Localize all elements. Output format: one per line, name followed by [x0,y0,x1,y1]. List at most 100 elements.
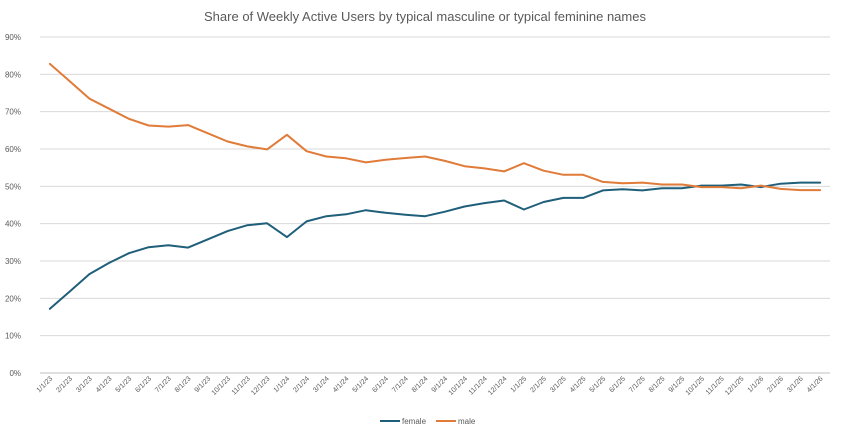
y-tick-label: 0% [9,369,21,378]
data-point-female [384,212,387,214]
data-point-female [187,246,189,249]
x-tick-label: 3/1/23 [75,375,94,394]
x-tick-label: 5/1/25 [589,375,608,394]
x-tick-label: 7/1/24 [391,375,410,394]
series [48,62,822,310]
x-tick-label: 9/1/25 [668,375,687,394]
data-point-male [88,97,91,100]
series-line-female [48,181,822,310]
data-point-male [404,157,407,159]
chart-title: Share of Weekly Active Users by typical … [204,9,646,24]
data-point-male [602,181,604,183]
data-point-female [404,213,407,216]
x-tick-label: 2/1/23 [55,375,74,394]
data-point-female [562,197,565,199]
data-point-female [779,182,782,185]
x-tick-label: 1/1/26 [747,375,766,394]
x-tick-label: 12/1/25 [724,375,746,397]
data-point-female [286,236,288,238]
x-tick-label: 10/1/24 [448,375,470,397]
data-point-female [463,205,466,208]
data-point-female [128,252,130,254]
data-point-male [661,183,663,186]
data-point-male [779,188,782,190]
x-tick-label: 8/1/25 [648,375,667,394]
data-point-male [345,157,347,160]
x-tick-label: 2/1/26 [766,375,785,394]
x-tick-label: 12/1/23 [250,375,272,397]
y-tick-label: 10% [5,332,21,341]
x-tick-label: 7/1/23 [154,375,173,394]
data-point-male [187,124,189,126]
x-tick-label: 11/1/23 [231,375,252,396]
y-tick-label: 50% [5,182,21,191]
x-tick-label: 1/1/24 [273,375,292,394]
data-point-female [740,183,742,186]
x-tick-label: 2/1/25 [529,375,548,394]
data-point-female [325,215,328,217]
data-point-female [602,189,604,192]
data-point-male [305,150,308,153]
x-tick-label: 8/1/24 [411,375,430,394]
data-point-male [641,181,644,184]
y-tick-label: 30% [5,257,21,266]
data-point-female [444,210,446,213]
data-point-female [799,181,802,184]
x-tick-label: 1/1/23 [36,375,55,394]
data-point-female [483,202,486,204]
y-tick-label: 70% [5,108,21,117]
data-point-male [621,182,624,185]
x-tick-label: 10/1/23 [211,375,233,397]
data-point-male [542,169,545,172]
data-point-female [523,208,525,211]
y-axis-ticks: 0% 10% 20% 30% 40% 50% 60% 70% 80% 90% [5,33,21,378]
x-tick-label: 3/1/25 [549,375,568,394]
x-tick-label: 3/1/26 [786,375,805,394]
data-point-male [49,63,51,65]
data-point-female [641,189,644,192]
data-point-female [503,199,505,202]
x-tick-label: 6/1/25 [608,375,627,394]
data-point-female [88,273,91,275]
data-point-female [226,230,229,232]
x-tick-label: 2/1/24 [292,375,311,394]
x-tick-label: 8/1/23 [174,375,193,394]
data-point-female [246,224,249,226]
data-point-male [720,186,723,188]
data-point-female [720,184,723,187]
data-point-male [444,160,446,162]
data-point-male [523,162,525,164]
data-point-female [49,307,51,310]
data-point-male [760,184,762,187]
data-point-male [207,132,209,135]
data-point-female [661,187,663,189]
data-point-male [819,189,821,191]
x-axis-ticks: 1/1/23 2/1/23 3/1/23 4/1/23 5/1/23 6/1/23 7/1/… [36,375,825,397]
data-point-female [681,187,683,189]
data-point-female [266,222,268,225]
data-point-male [700,186,703,188]
x-tick-label: 6/1/24 [371,375,390,394]
data-point-male [108,107,110,110]
data-point-female [424,215,426,217]
data-point-female [345,213,347,216]
legend-label-female: female [402,417,427,426]
legend-label-male: male [458,417,476,426]
data-point-male [463,165,466,167]
legend: female male [380,417,476,426]
data-point-male [226,140,229,143]
y-tick-label: 90% [5,33,21,42]
data-point-male [325,155,328,158]
x-tick-label: 4/1/23 [95,375,114,394]
y-tick-label: 60% [5,145,21,154]
data-point-female [760,186,762,188]
data-point-male [740,187,742,189]
data-point-female [365,209,367,212]
data-point-female [147,246,150,248]
x-tick-label: 4/1/25 [569,375,588,394]
data-point-female [68,290,71,293]
data-point-male [68,80,71,82]
data-point-male [266,148,268,151]
